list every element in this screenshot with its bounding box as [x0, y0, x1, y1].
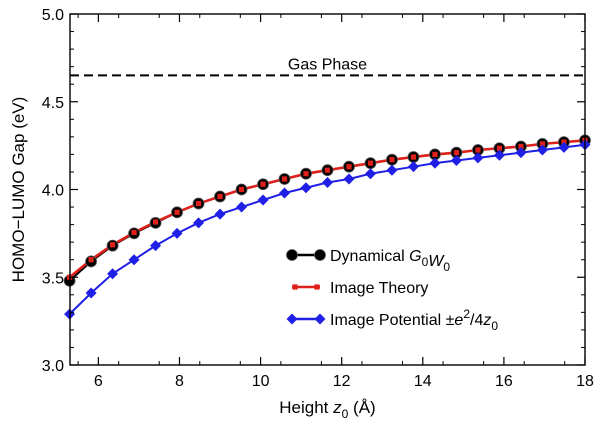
y-tick-label: 3.0 — [42, 358, 64, 375]
legend-label: Image Potential ±e2/4z0 — [330, 307, 498, 333]
data-point — [150, 240, 162, 252]
data-point — [279, 187, 291, 199]
data-point — [300, 182, 312, 194]
x-axis-ticks: 6 8 10 12 14 16 18 — [77, 14, 594, 390]
data-point — [131, 229, 137, 236]
x-tick-label: 12 — [333, 373, 351, 390]
data-point — [472, 152, 484, 164]
data-point — [152, 219, 159, 225]
data-point — [303, 171, 309, 177]
data-point — [429, 157, 441, 169]
gas-phase-label: Gas Phase — [288, 56, 367, 73]
data-point — [343, 173, 355, 185]
data-point — [107, 268, 119, 280]
data-point — [281, 176, 288, 182]
legend-swatch-marker — [314, 313, 326, 325]
data-point — [450, 155, 462, 167]
legend-swatch-marker — [286, 313, 298, 325]
legend-label: Dynamical G0W0 — [330, 248, 450, 274]
data-point — [407, 161, 419, 173]
y-tick-label: 5.0 — [42, 7, 64, 24]
data-point — [260, 181, 266, 187]
data-point — [214, 208, 226, 220]
x-axis-title: Height z0 (Å) — [279, 398, 375, 421]
legend-item: Dynamical G0W0 — [286, 248, 450, 274]
x-tick-label: 14 — [414, 373, 432, 390]
y-axis-title: HOMO−LUMO Gap (eV) — [9, 97, 28, 283]
legend: Dynamical G0W0 Image Theory Image Potentia… — [286, 248, 498, 333]
x-tick-label: 18 — [576, 373, 594, 390]
series-markers — [63, 134, 591, 320]
legend-swatch-marker — [292, 284, 298, 290]
data-point — [171, 227, 183, 239]
x-tick-label: 10 — [252, 373, 270, 390]
data-point — [518, 143, 524, 150]
series-line — [68, 139, 586, 282]
data-point — [475, 147, 481, 153]
data-point — [539, 141, 546, 147]
data-point — [236, 201, 248, 213]
data-point — [558, 141, 570, 153]
data-point — [364, 168, 376, 180]
data-point — [238, 186, 245, 193]
legend-item: Image Theory — [292, 280, 428, 297]
data-point — [88, 257, 94, 263]
data-point — [109, 242, 116, 248]
y-tick-label: 3.5 — [42, 270, 64, 287]
data-point — [410, 154, 417, 160]
data-point — [257, 194, 269, 206]
data-point — [515, 147, 527, 159]
data-point — [174, 209, 180, 215]
y-axis-ticks: 3.0 3.5 4.0 4.5 5.0 — [42, 7, 585, 375]
legend-swatch-marker — [314, 284, 320, 290]
data-point — [324, 167, 331, 173]
legend-swatch-marker — [314, 249, 326, 261]
data-point — [128, 254, 140, 266]
data-point — [85, 287, 97, 299]
data-point — [536, 144, 548, 156]
data-point — [496, 145, 503, 151]
data-point — [193, 217, 205, 229]
data-point — [389, 157, 395, 163]
data-point — [195, 200, 202, 207]
data-point — [386, 164, 398, 176]
data-point — [346, 164, 352, 170]
series-line — [68, 139, 586, 279]
x-tick-label: 8 — [175, 373, 184, 390]
data-point — [322, 176, 333, 188]
x-tick-label: 6 — [94, 373, 103, 390]
legend-label: Image Theory — [330, 280, 428, 297]
data-point — [217, 193, 223, 200]
data-point — [453, 150, 460, 156]
legend-swatch-marker — [286, 249, 298, 261]
legend-item: Image Potential ±e2/4z0 — [286, 307, 498, 333]
data-point — [493, 149, 505, 161]
y-tick-label: 4.0 — [42, 183, 64, 200]
data-point — [367, 160, 374, 166]
x-tick-label: 16 — [495, 373, 513, 390]
y-tick-label: 4.5 — [42, 95, 64, 112]
data-point — [432, 151, 438, 157]
